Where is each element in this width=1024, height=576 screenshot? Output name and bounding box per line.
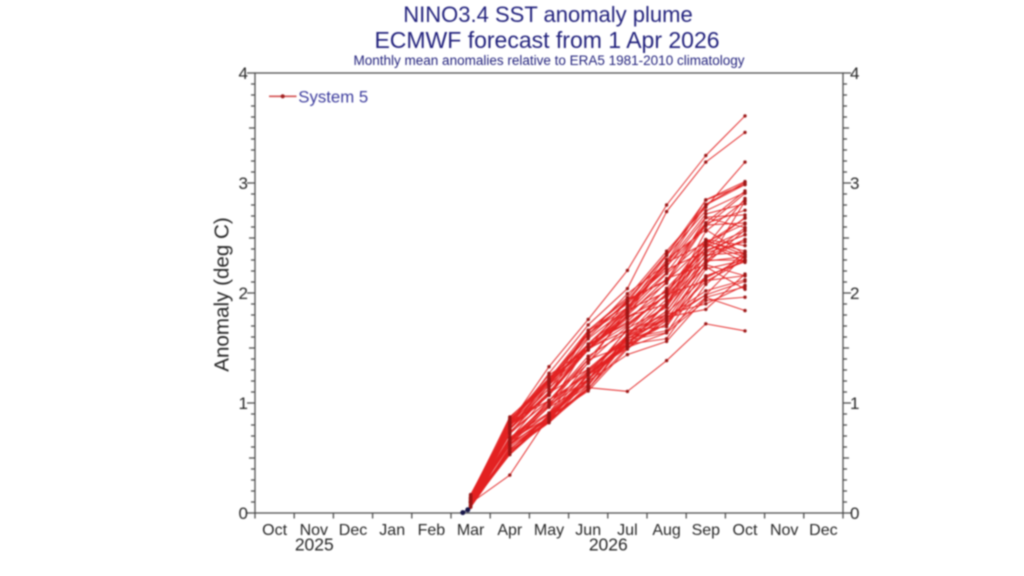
svg-text:2: 2 xyxy=(239,284,248,303)
svg-text:3: 3 xyxy=(239,174,248,193)
svg-text:0: 0 xyxy=(239,504,248,523)
svg-text:Jul: Jul xyxy=(617,522,637,539)
svg-text:Oct: Oct xyxy=(262,522,287,539)
svg-text:Jan: Jan xyxy=(379,522,405,539)
svg-text:4: 4 xyxy=(850,64,859,83)
svg-text:3: 3 xyxy=(850,174,859,193)
svg-text:2026: 2026 xyxy=(589,535,628,555)
svg-text:Mar: Mar xyxy=(457,522,485,539)
svg-text:Nov: Nov xyxy=(300,522,328,539)
svg-text:Dec: Dec xyxy=(339,522,367,539)
svg-text:1: 1 xyxy=(239,394,248,413)
svg-text:Oct: Oct xyxy=(733,522,758,539)
svg-text:May: May xyxy=(534,522,564,539)
svg-text:1: 1 xyxy=(850,394,859,413)
svg-text:2: 2 xyxy=(850,284,859,303)
svg-text:Anomaly (deg C): Anomaly (deg C) xyxy=(211,217,234,372)
svg-text:4: 4 xyxy=(239,64,248,83)
svg-text:System 5: System 5 xyxy=(298,87,368,106)
svg-text:Jun: Jun xyxy=(575,522,601,539)
svg-text:Monthly mean anomalies relativ: Monthly mean anomalies relative to ERA5 … xyxy=(354,53,745,68)
svg-text:0: 0 xyxy=(850,504,859,523)
svg-text:NINO3.4 SST anomaly plume: NINO3.4 SST anomaly plume xyxy=(403,2,692,27)
svg-text:Nov: Nov xyxy=(770,522,798,539)
svg-text:Dec: Dec xyxy=(809,522,837,539)
svg-text:2025: 2025 xyxy=(295,535,334,555)
svg-text:ECMWF forecast from 1 Apr 2026: ECMWF forecast from 1 Apr 2026 xyxy=(374,27,719,53)
svg-text:Apr: Apr xyxy=(497,522,523,539)
svg-text:Aug: Aug xyxy=(652,522,680,539)
svg-text:Sep: Sep xyxy=(692,522,721,539)
svg-text:Feb: Feb xyxy=(418,522,446,539)
